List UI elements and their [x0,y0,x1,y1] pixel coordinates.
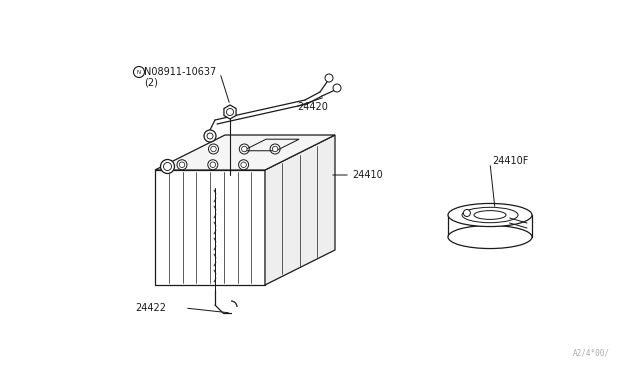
Circle shape [177,160,187,170]
Circle shape [333,84,341,92]
Circle shape [161,160,175,173]
Circle shape [209,144,218,154]
Text: 24410: 24410 [352,170,383,180]
Text: N08911-10637: N08911-10637 [144,67,216,77]
Polygon shape [265,135,335,285]
Text: A2/4°00/: A2/4°00/ [573,349,610,358]
Polygon shape [155,170,265,285]
Polygon shape [224,105,236,119]
Circle shape [239,144,250,154]
Text: 24422: 24422 [135,303,166,313]
Text: 24410F: 24410F [492,156,529,166]
Ellipse shape [448,203,532,227]
Text: (2): (2) [144,77,158,87]
Circle shape [273,146,278,152]
Circle shape [325,74,333,82]
Circle shape [204,130,216,142]
Circle shape [208,160,218,170]
Circle shape [163,163,172,170]
Circle shape [463,209,470,217]
Ellipse shape [448,225,532,248]
Circle shape [207,133,213,139]
Text: 24420: 24420 [297,102,328,112]
Ellipse shape [462,207,518,223]
Circle shape [241,162,246,167]
Polygon shape [155,135,335,170]
Circle shape [210,162,216,167]
Circle shape [239,160,248,170]
Text: N: N [137,70,141,74]
Circle shape [211,146,216,152]
Circle shape [227,109,234,115]
Circle shape [179,162,185,167]
Circle shape [270,144,280,154]
Circle shape [241,146,247,152]
Ellipse shape [474,211,506,219]
